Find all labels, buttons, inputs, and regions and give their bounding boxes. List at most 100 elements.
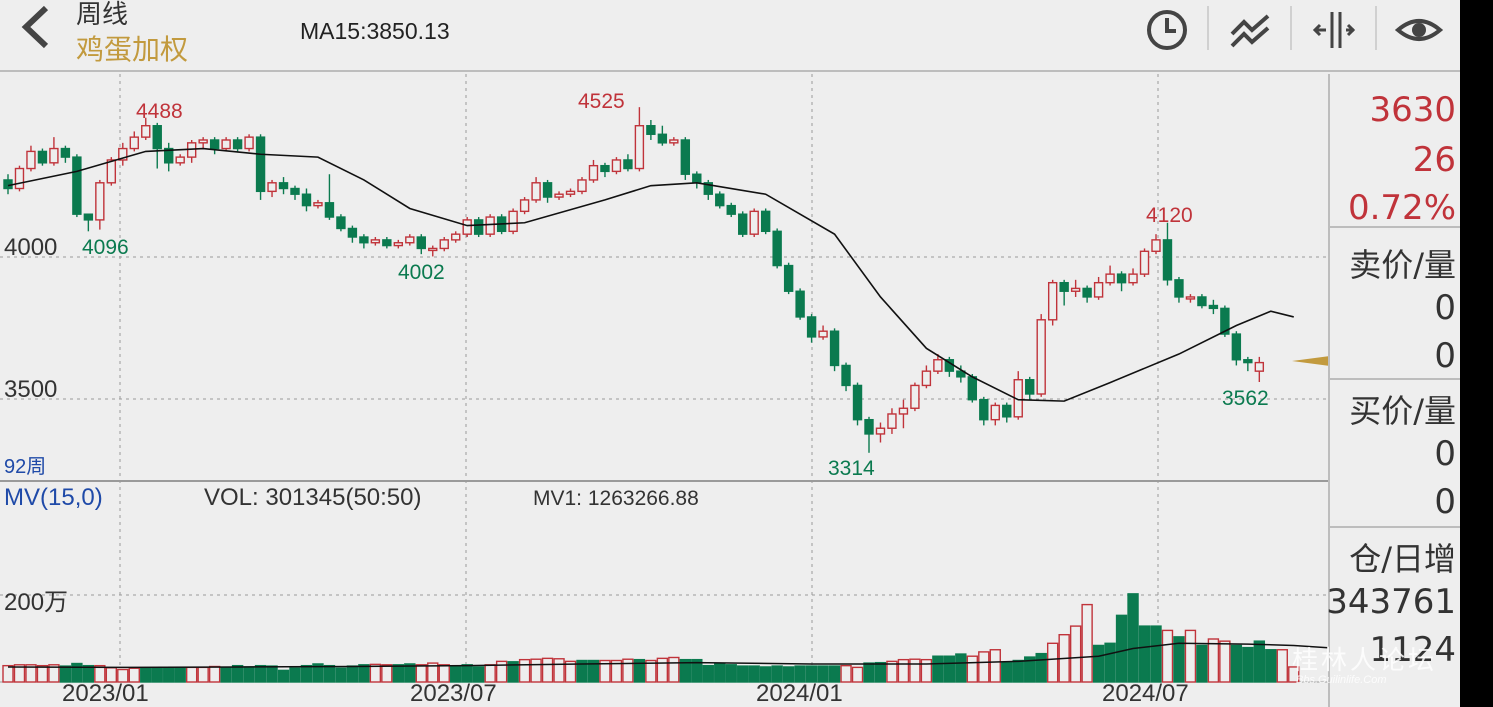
x-axis-label: 2024/01: [756, 680, 843, 707]
candle: [875, 427, 886, 435]
volume-bar: [323, 664, 336, 683]
volume-bar: [381, 664, 393, 683]
candle: [37, 150, 48, 164]
volume-bar: [415, 664, 427, 683]
candle: [1208, 304, 1219, 310]
candle: [864, 418, 874, 435]
back-button[interactable]: [18, 4, 52, 59]
eye-icon[interactable]: [1394, 8, 1444, 52]
candle: [439, 239, 449, 250]
volume-bar: [2, 664, 14, 683]
y-axis-label-3500: 3500: [4, 376, 58, 403]
volume-bar: [645, 659, 657, 683]
divider: [1330, 378, 1460, 380]
last-price: 3630: [1369, 90, 1456, 130]
candle: [1025, 379, 1035, 395]
volume-bar: [1046, 642, 1059, 683]
candle: [1139, 250, 1150, 275]
volume-bar: [174, 666, 186, 683]
candle: [462, 219, 472, 235]
volume-bar: [220, 666, 232, 683]
candle: [1036, 319, 1046, 395]
x-axis-label: 2023/01: [62, 680, 149, 707]
candle: [164, 147, 174, 164]
candle: [141, 125, 151, 138]
volume-bar: [36, 664, 49, 683]
volume-bar: [794, 665, 806, 683]
candle: [600, 164, 610, 173]
candle: [244, 136, 254, 150]
volume-bar: [805, 665, 818, 683]
candle: [910, 384, 920, 409]
volume-bar: [358, 664, 370, 683]
bid-volume: 0: [1434, 482, 1456, 522]
candle: [370, 239, 381, 244]
volume-bar: [277, 669, 290, 683]
volume-axis-label: 200万: [4, 589, 69, 616]
candle: [95, 182, 105, 221]
mv1-readout: MV1: 1263266.88: [533, 487, 699, 510]
price-annotation: 4525: [578, 90, 625, 113]
volume-bar: [117, 668, 129, 683]
chart-area[interactable]: 4096 4488 4002 4525 3314 4120 3562 4000 3500 9…: [0, 74, 1460, 707]
volume-bar: [725, 664, 737, 683]
watermark: 桂林人论坛: [1292, 645, 1438, 675]
app-window: 周线 鸡蛋加权 MA15:3850.13 4096 4488 4002 4525 331…: [0, 0, 1460, 707]
candle: [1059, 281, 1069, 292]
candle: [990, 404, 1000, 421]
candle: [508, 210, 518, 233]
candle: [106, 159, 117, 184]
volume-bar: [863, 662, 875, 683]
volume-bar: [1104, 642, 1116, 683]
candle: [290, 187, 300, 195]
volume-bar: [897, 658, 910, 683]
candle: [783, 264, 794, 292]
instrument-name[interactable]: 鸡蛋加权: [76, 34, 189, 65]
volume-bar: [1001, 661, 1013, 683]
candle: [1082, 287, 1092, 298]
candle: [852, 384, 863, 421]
candle: [657, 133, 668, 144]
ma15-line: [7, 147, 1294, 402]
volume-bar: [1161, 629, 1174, 683]
candle: [1047, 281, 1058, 321]
price-pointer: [1292, 356, 1330, 366]
ask-price: 0: [1434, 288, 1456, 328]
candle: [726, 204, 736, 215]
candle: [703, 182, 713, 195]
volume-bar: [1081, 603, 1093, 683]
candle: [1128, 273, 1138, 284]
volume-bar: [851, 666, 864, 683]
volume-bar: [691, 658, 703, 683]
volume-bar: [1242, 646, 1254, 683]
volume-bar: [25, 664, 37, 683]
candle: [956, 370, 966, 378]
price-annotation: 3314: [828, 457, 875, 480]
ma-readout: MA15:3850.13: [300, 18, 450, 44]
volume-bar: [782, 666, 795, 683]
candle: [1002, 404, 1012, 418]
volume-bar: [335, 667, 347, 683]
volume-bar: [1196, 644, 1208, 683]
candle: [451, 233, 461, 241]
clock-icon[interactable]: [1145, 8, 1189, 52]
volume-bar: [1138, 625, 1151, 683]
volume-bar: [932, 655, 944, 683]
kline-chart[interactable]: 4096 4488 4002 4525 3314 4120 3562: [0, 74, 1328, 707]
price-annotation: 4488: [136, 100, 183, 123]
volume-indicator-name[interactable]: MV(15,0): [4, 484, 103, 511]
draw-line-icon[interactable]: [1228, 8, 1272, 52]
volume-bar: [1173, 636, 1185, 683]
candle: [1220, 307, 1230, 335]
candle: [324, 202, 335, 218]
ruler-icon[interactable]: [1312, 8, 1356, 52]
period-label: 周线: [76, 0, 129, 29]
volume-bar: [13, 664, 26, 683]
candle: [278, 182, 289, 190]
volume-bar: [300, 664, 313, 683]
volume-bar: [48, 664, 60, 683]
candle: [829, 330, 840, 367]
candle: [393, 242, 404, 247]
candle: [692, 173, 702, 184]
volume-bar: [472, 666, 485, 683]
